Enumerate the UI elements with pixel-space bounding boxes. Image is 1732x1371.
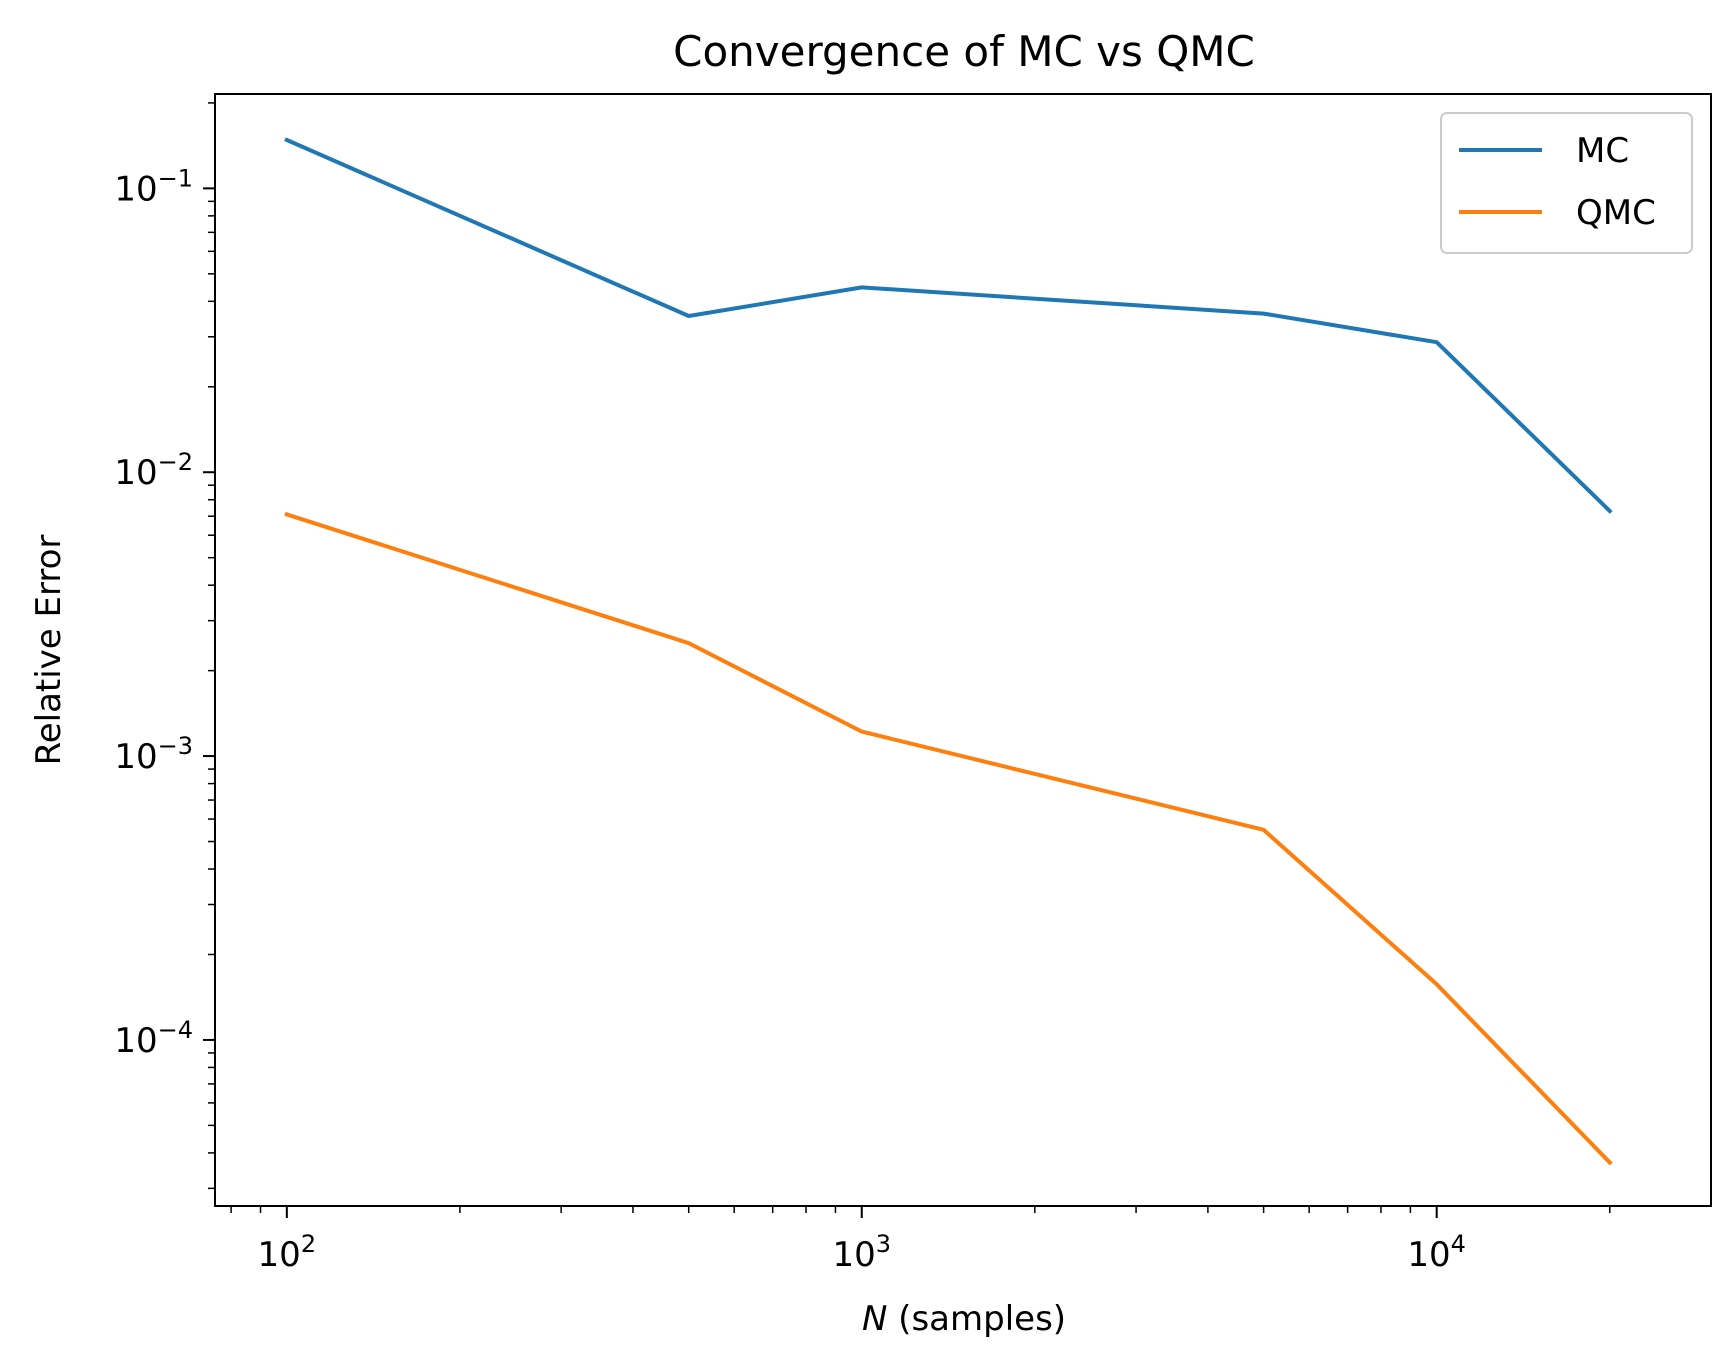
x-axis-label-unit: (samples) — [887, 1299, 1066, 1339]
x-axis-label-variable: N — [862, 1299, 887, 1339]
x-tick-label: 104 — [1407, 1230, 1466, 1275]
legend-qmc-label: QMC — [1576, 193, 1656, 233]
legend: MC QMC — [1440, 112, 1693, 254]
x-tick-label: 102 — [258, 1230, 317, 1275]
x-tick-label: 103 — [832, 1230, 891, 1275]
y-tick-label: 10−3 — [114, 732, 193, 777]
series-line-qmc — [284, 511, 1613, 1166]
x-axis-label: N (samples) — [862, 1299, 1066, 1339]
axis-ticks: 102 103 104 10−1 10−2 10−3 10−4 — [114, 102, 1611, 1275]
legend-mc-label: MC — [1576, 131, 1629, 171]
plot-area — [284, 137, 1613, 1166]
y-tick-label: 10−1 — [114, 164, 193, 209]
y-tick-label: 10−2 — [114, 448, 193, 493]
axes-frame — [214, 93, 1712, 1207]
y-axis-label: Relative Error — [29, 535, 69, 766]
y-tick-label: 10−4 — [114, 1016, 193, 1061]
chart-title: Convergence of MC vs QMC — [673, 27, 1255, 76]
series-line-mc — [284, 137, 1613, 514]
